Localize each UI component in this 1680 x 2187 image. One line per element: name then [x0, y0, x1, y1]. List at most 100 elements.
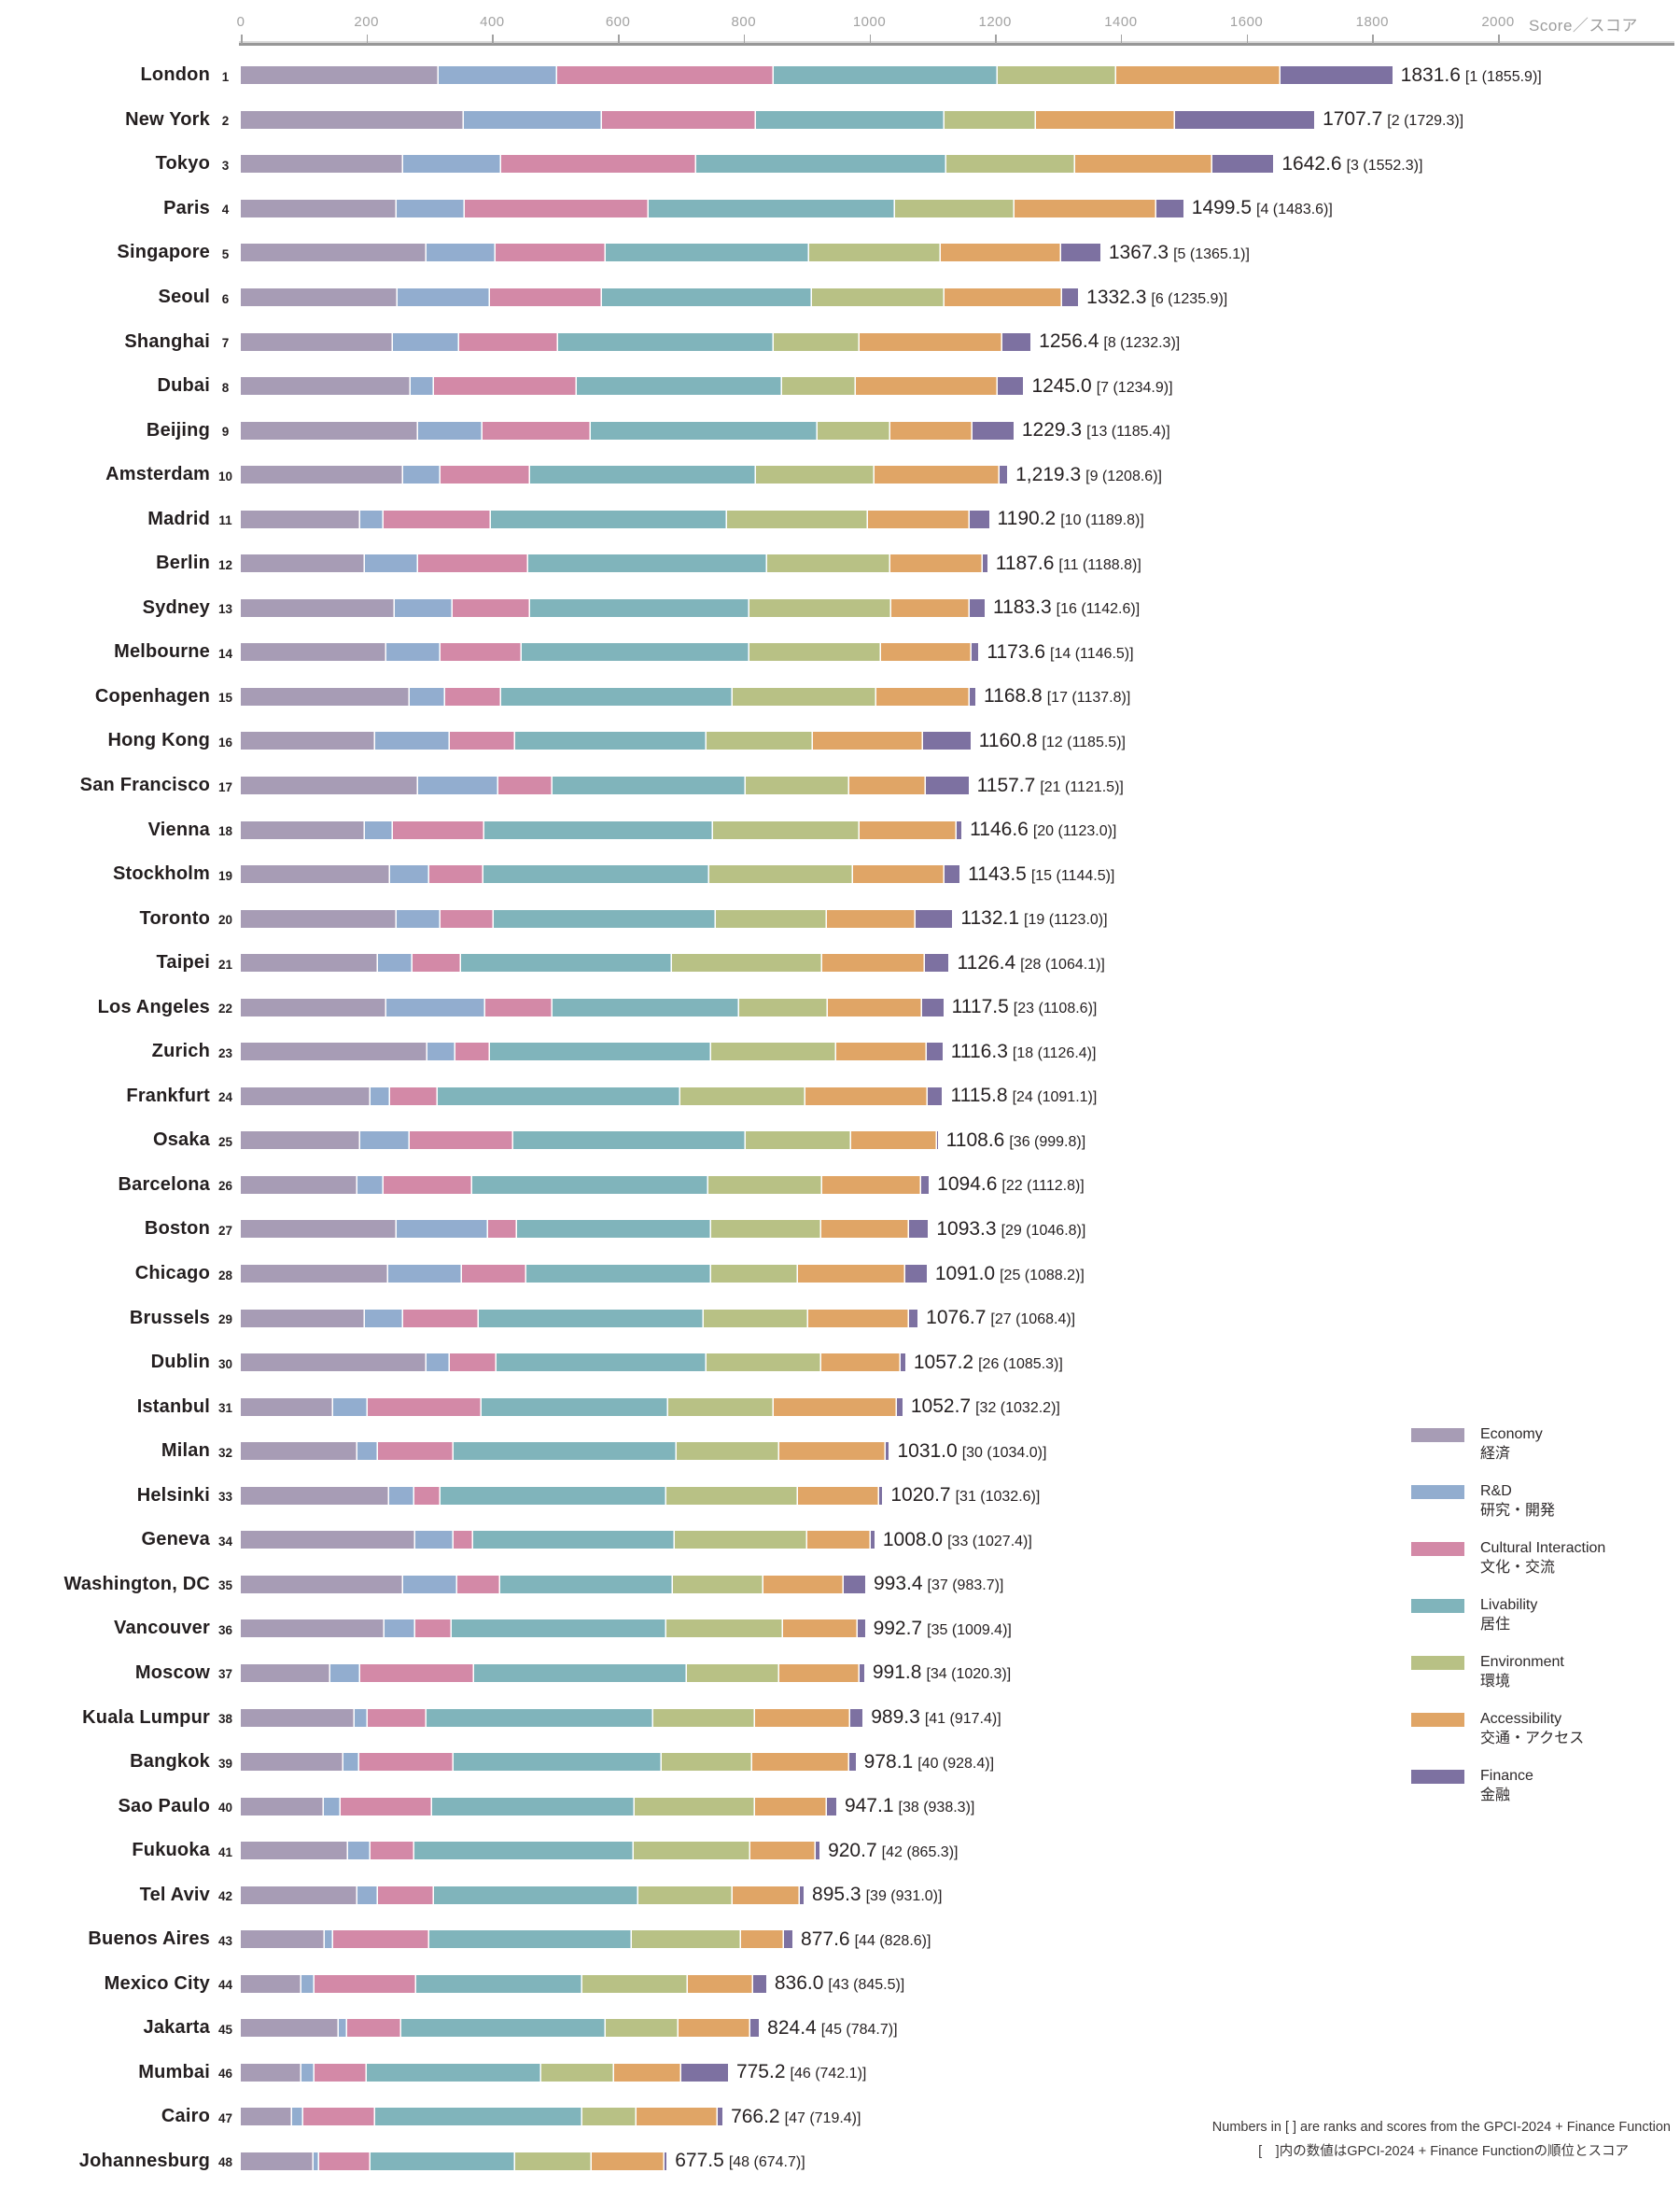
city-name: Taipei	[156, 952, 210, 974]
bar-segment-economy	[241, 1175, 358, 1194]
city-row-kuala-lumpur: Kuala Lumpur 38 989.3 [41 (917.4)]	[0, 1695, 1680, 1740]
bar-segment-economy	[241, 1486, 389, 1505]
score-label: 1367.3 [5 (1365.1)]	[1108, 241, 1250, 263]
x-axis-tick-mark	[995, 35, 997, 44]
x-axis-tick-label: 1800	[1355, 14, 1389, 30]
score-note: [11 (1188.8)]	[1058, 556, 1141, 573]
bar-segment-livability	[517, 1220, 712, 1239]
city-rank: 34	[217, 1534, 233, 1549]
score-note: [12 (1185.5)]	[1042, 734, 1126, 750]
stacked-bar	[241, 1175, 930, 1194]
bar-segment-accessibility	[852, 865, 945, 884]
city-rank: 16	[217, 735, 233, 750]
bar-segment-economy	[241, 1708, 355, 1727]
bar-segment-accessibility	[820, 1220, 909, 1239]
legend-swatch-livability	[1411, 1599, 1464, 1613]
bar-segment-environment	[638, 1886, 733, 1904]
bar-segment-environment	[515, 2152, 592, 2170]
city-name: Chicago	[134, 1263, 210, 1284]
stacked-bar	[241, 466, 1008, 484]
x-axis-tick-label: 400	[480, 14, 505, 30]
bar-segment-accessibility	[944, 288, 1063, 306]
bar-segment-accessibility	[890, 421, 973, 440]
bar-segment-livability	[526, 1265, 712, 1283]
bar-segment-livability	[461, 954, 672, 973]
score-note: [28 (1064.1)]	[1020, 956, 1105, 973]
bar-segment-finance	[936, 1131, 938, 1150]
x-axis-tick-mark	[1498, 35, 1500, 44]
score-note: [21 (1121.5)]	[1040, 778, 1124, 795]
stacked-bar	[241, 865, 960, 884]
score-note: [47 (719.4)]	[784, 2110, 861, 2126]
stacked-bar	[241, 909, 953, 928]
stacked-bar	[241, 199, 1183, 217]
bar-segment-economy	[241, 909, 397, 928]
city-rank: 12	[217, 557, 233, 572]
bar-segment-rd	[354, 1708, 368, 1727]
city-rank: 27	[217, 1223, 233, 1238]
bar-segment-finance	[848, 1753, 856, 1772]
city-name: Paris	[163, 197, 210, 218]
stacked-bar	[241, 1531, 875, 1549]
bar-segment-environment	[766, 554, 891, 573]
bar-segment-livability	[416, 1974, 582, 1993]
city-rank: 4	[221, 203, 230, 217]
city-row-london: London 1 1831.6 [1 (1855.9)]	[0, 53, 1680, 98]
bar-segment-rd	[403, 155, 501, 174]
bar-segment-livability	[437, 1086, 681, 1105]
city-row-vancouver: Vancouver 36 992.7 [35 (1009.4)]	[0, 1606, 1680, 1651]
bar-segment-livability	[451, 1619, 666, 1638]
score-label: 1052.7 [32 (1032.2)]	[910, 1395, 1060, 1418]
bar-segment-economy	[241, 1043, 427, 1061]
city-rank: 44	[217, 1978, 233, 1993]
bar-segment-livability	[648, 199, 895, 217]
bar-segment-livability	[441, 1486, 666, 1505]
bar-segment-cultural	[383, 510, 492, 528]
bar-segment-finance	[921, 1175, 930, 1194]
bar-segment-finance	[799, 1886, 805, 1904]
bar-segment-environment	[818, 421, 891, 440]
city-rank: 17	[217, 779, 233, 794]
bar-segment-cultural	[390, 1086, 438, 1105]
bar-segment-livability	[484, 820, 713, 839]
bar-segment-cultural	[498, 777, 553, 795]
city-name: Boston	[144, 1218, 210, 1240]
bar-segment-rd	[377, 954, 413, 973]
bar-segment-livability	[552, 777, 747, 795]
bar-segment-environment	[945, 110, 1036, 129]
bar-segment-economy	[241, 2108, 292, 2126]
bar-segment-accessibility	[940, 244, 1061, 262]
bar-segment-environment	[749, 598, 892, 617]
bar-segment-economy	[241, 554, 365, 573]
bar-segment-cultural	[462, 1265, 527, 1283]
score-note: [15 (1144.5)]	[1030, 867, 1115, 884]
bar-segment-finance	[753, 1974, 766, 1993]
legend-label-cultural: Cultural Interaction 文化・交流	[1480, 1538, 1605, 1577]
score-label: 1132.1 [19 (1123.0)]	[960, 907, 1108, 930]
bar-segment-economy	[241, 1842, 348, 1860]
bar-segment-finance	[972, 421, 1014, 440]
city-name: Cairo	[161, 2106, 210, 2127]
score-note: [6 (1235.9)]	[1151, 290, 1228, 307]
score-note: [30 (1034.0)]	[961, 1444, 1047, 1461]
city-row-fukuoka: Fukuoka 41 920.7 [42 (865.3)]	[0, 1829, 1680, 1873]
bar-segment-economy	[241, 1353, 427, 1372]
city-row-washington-dc: Washington, DC 35 993.4 [37 (983.7)]	[0, 1563, 1680, 1607]
bar-segment-accessibility	[732, 1886, 800, 1904]
bar-segment-finance	[908, 1220, 929, 1239]
bar-segment-livability	[494, 909, 717, 928]
score-label: 1008.0 [33 (1027.4)]	[882, 1528, 1032, 1550]
score-label: 989.3 [41 (917.4)]	[871, 1706, 1001, 1728]
bar-segment-environment	[680, 1086, 806, 1105]
bar-segment-accessibility	[828, 998, 923, 1016]
bar-segment-livability	[428, 1930, 632, 1949]
bar-segment-livability	[558, 332, 775, 351]
bar-segment-livability	[577, 377, 782, 396]
score-label: 947.1 [38 (938.3)]	[844, 1795, 975, 1817]
x-axis-tick-label: 800	[731, 14, 757, 30]
stacked-bar	[241, 1220, 929, 1239]
city-row-sydney: Sydney 13 1183.3 [16 (1142.6)]	[0, 586, 1680, 631]
legend-item-livability: Livability 居住	[1411, 1595, 1605, 1652]
bar-segment-accessibility	[779, 1663, 860, 1682]
bar-segment-cultural	[315, 2063, 367, 2082]
